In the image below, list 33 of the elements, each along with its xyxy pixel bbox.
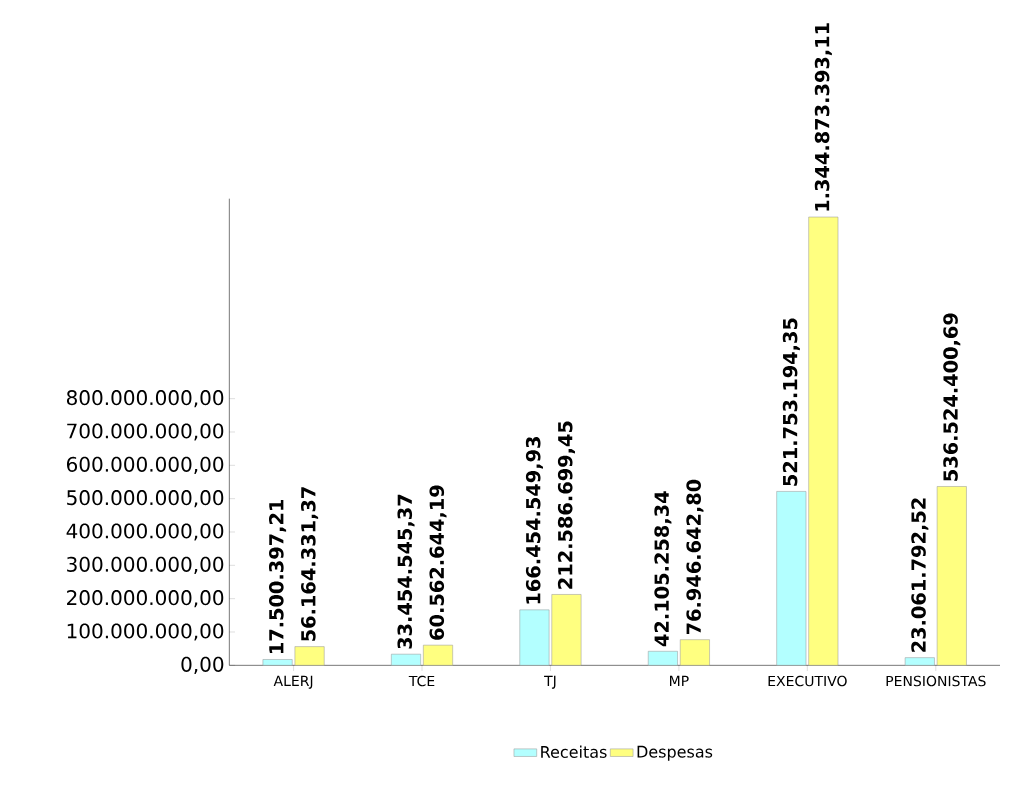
data-label: 1.344.873.393,11 [814,23,832,211]
data-label: 166.454.549,93 [525,436,543,604]
legend-label: Despesas [637,745,713,761]
x-tick-label: TJ [544,675,556,689]
y-tick-label: 100.000.000,00 [67,623,224,641]
y-tick-label: 800.000.000,00 [66,389,224,408]
legend-label: Receitas [541,745,607,758]
data-label: 17.500.397,21 [269,499,287,653]
data-label: 56.164.331,37 [301,487,319,641]
data-label: 33.454.545,37 [397,494,415,649]
data-label: 23.061.792,52 [911,498,929,652]
y-tick-label: 700.000.000,00 [67,423,224,441]
bar [391,653,421,666]
x-tick-label: PENSIONISTAS [886,675,986,687]
x-tick-label: EXECUTIVO [768,675,847,687]
y-tick-label: 400.000.000,00 [66,523,224,541]
data-label: 521.753.194,35 [782,318,800,486]
data-label: 60.562.644,19 [429,485,447,640]
x-tick-label: MP [670,675,689,686]
bar [647,650,678,666]
data-label: 42.105.258,34 [654,491,672,646]
y-tick-label: 300.000.000,00 [67,556,224,574]
x-tick-label: ALERJ [273,675,313,689]
bar [423,644,453,666]
data-label: 212.586.699,45 [557,421,575,589]
y-tick-label: 600.000.000,00 [66,456,224,474]
y-tick-label: 200.000.000,00 [67,589,224,608]
data-label: 76.946.642,80 [686,479,704,634]
y-tick-label: 0,00 [181,656,224,674]
y-tick-label: 500.000.000,00 [67,489,224,508]
data-label: 536.524.400,69 [943,313,961,481]
bar [679,639,710,666]
x-tick-label: TCE [408,675,435,687]
